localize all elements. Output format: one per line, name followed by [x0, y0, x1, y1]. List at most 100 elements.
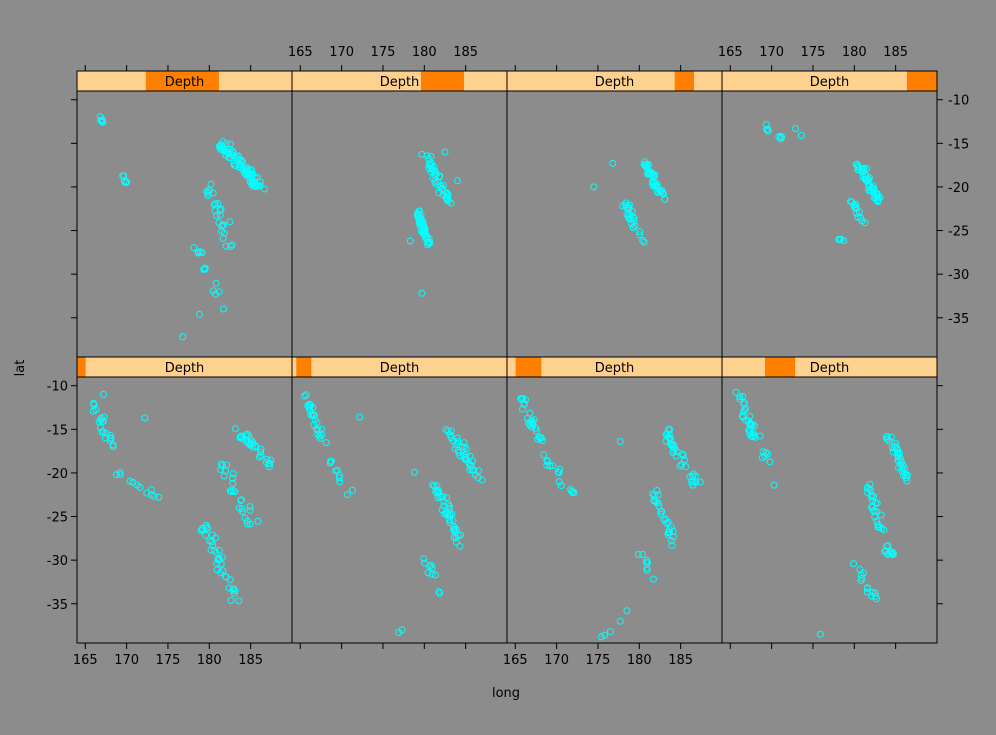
y-tick-marks-right-bottom [937, 385, 943, 605]
y-axis-label: lat [13, 360, 28, 377]
data-point [243, 430, 251, 438]
strip-background [292, 357, 507, 377]
panel-top-3: Depth [506, 70, 723, 358]
data-point [414, 214, 422, 222]
data-point [874, 196, 882, 204]
data-point [440, 502, 448, 510]
data-point [429, 481, 437, 489]
data-point [866, 187, 874, 195]
data-point [418, 219, 425, 227]
data-point [248, 180, 256, 188]
strip-label: Depth [595, 75, 635, 90]
data-point [762, 449, 770, 457]
data-point [636, 231, 644, 239]
panel-bottom-1: Depth [76, 356, 293, 644]
data-point [453, 434, 461, 442]
data-point [840, 237, 848, 245]
data-point [626, 210, 634, 218]
data-point [855, 208, 863, 216]
data-point [816, 630, 824, 638]
data-point [226, 487, 234, 495]
data-point [567, 486, 575, 494]
data-point [222, 151, 230, 159]
strip-depth-range-bar [77, 357, 86, 377]
panel-frame [721, 90, 938, 358]
data-point [532, 427, 540, 435]
data-point [648, 169, 656, 177]
data-point [226, 218, 234, 226]
data-point [557, 482, 565, 490]
data-point [229, 474, 236, 482]
panel-bottom-2: Depth [291, 356, 508, 644]
data-point [601, 631, 609, 639]
data-point [435, 487, 443, 495]
data-point [214, 200, 222, 207]
data-point [519, 395, 527, 402]
data-point [229, 479, 237, 487]
data-point [236, 159, 244, 167]
data-point [300, 392, 308, 400]
data-point [666, 431, 673, 439]
data-point [661, 195, 669, 203]
data-point [239, 435, 247, 443]
data-point [891, 444, 898, 452]
data-point [451, 445, 459, 453]
data-point [116, 468, 124, 476]
x-tick-marks-top-col3 [514, 65, 682, 71]
data-point [239, 508, 246, 515]
data-point [857, 577, 865, 585]
data-point [873, 190, 881, 198]
data-point [424, 239, 432, 247]
data-point [746, 412, 754, 420]
strip-label: Depth [165, 75, 205, 90]
data-point [662, 437, 670, 445]
data-point [141, 414, 149, 422]
data-point [669, 449, 677, 456]
data-point [202, 531, 210, 539]
data-point [257, 448, 264, 456]
data-point [689, 481, 697, 489]
data-point [179, 333, 187, 341]
data-point [655, 502, 663, 510]
data-point [228, 148, 236, 156]
panel-bottom-4: Depth [721, 356, 938, 644]
data-point [220, 147, 228, 155]
data-point [857, 571, 865, 579]
data-point [555, 469, 563, 477]
data-point [762, 121, 770, 128]
data-point [217, 569, 224, 577]
x-tick-label: 170 [544, 653, 569, 668]
data-point [883, 433, 891, 441]
data-point [99, 118, 107, 126]
data-point [429, 174, 437, 182]
data-point [428, 165, 436, 173]
panels-layer: Depth Depth Depth Depth Depth Depth Depth Depth [76, 70, 938, 644]
data-point [444, 192, 452, 200]
data-point [453, 177, 461, 185]
panel-top-1: Depth [76, 70, 293, 358]
data-point [671, 445, 679, 453]
data-point [676, 462, 684, 470]
data-point [215, 219, 223, 227]
y-tick-label: -10 [948, 94, 969, 109]
data-point [248, 177, 256, 185]
data-point [732, 388, 740, 396]
data-point [688, 478, 696, 486]
y-tick-label: -30 [47, 554, 68, 569]
panel-frame [506, 376, 723, 644]
data-point [874, 521, 882, 529]
panel-frame [291, 90, 508, 358]
y-tick-marks-left-top [71, 99, 77, 319]
data-point [99, 417, 107, 425]
data-point [854, 166, 862, 174]
data-point [306, 402, 314, 410]
data-point [556, 465, 564, 473]
x-axis-top-col4: 165 170 175 180 185 [718, 45, 908, 71]
x-tick-label: 180 [412, 45, 437, 60]
data-point [871, 513, 879, 521]
data-point [313, 419, 321, 427]
data-point [452, 441, 460, 449]
data-point [261, 185, 268, 193]
data-point [537, 434, 545, 442]
data-point [519, 405, 527, 413]
